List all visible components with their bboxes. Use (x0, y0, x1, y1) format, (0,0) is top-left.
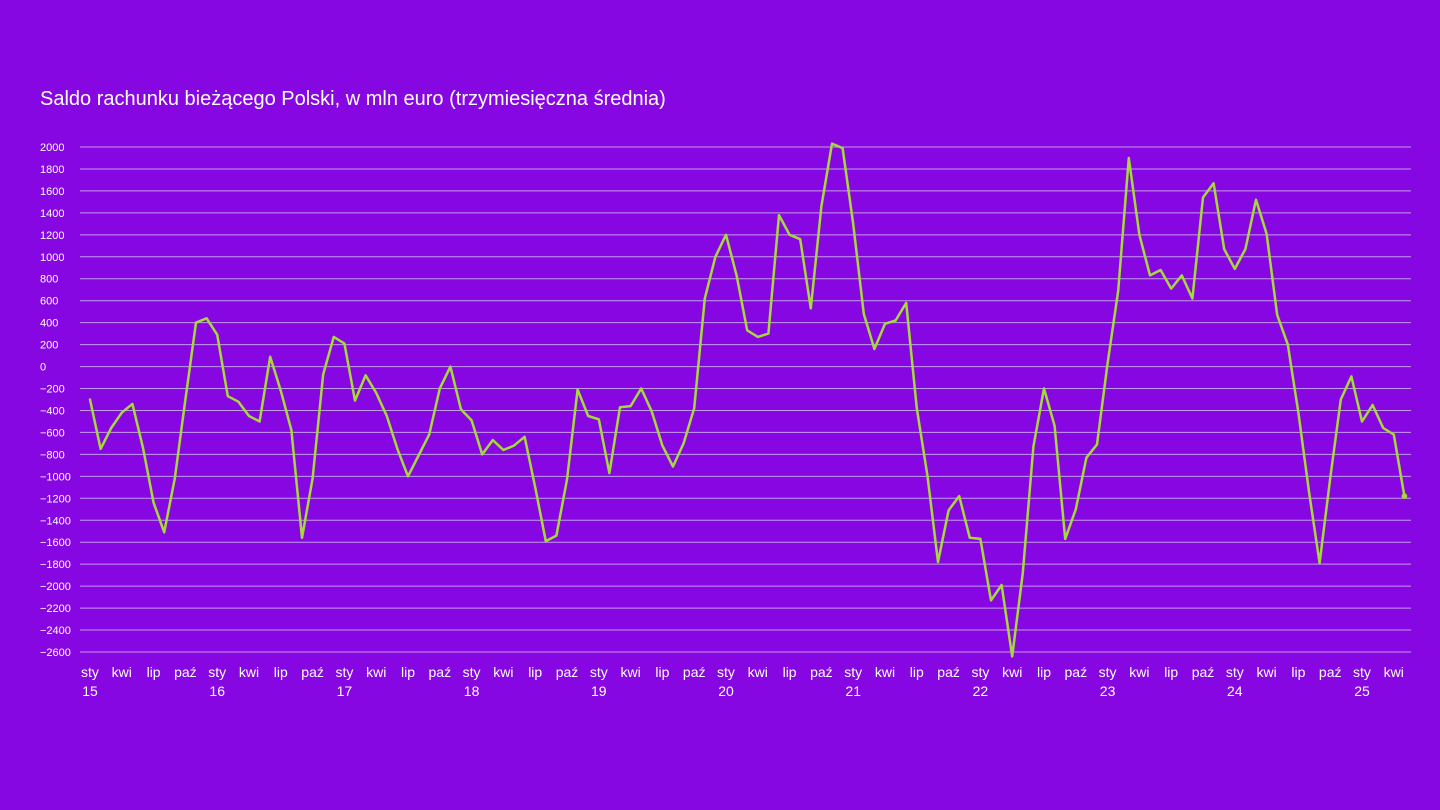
y-tick-label: −800 (40, 449, 65, 461)
x-tick-year-label: 21 (845, 683, 861, 699)
x-tick-label: paź (1319, 664, 1342, 680)
x-tick-label: lip (1291, 664, 1305, 680)
x-tick-label: sty (1353, 664, 1371, 680)
x-tick-year-label: 15 (82, 683, 98, 699)
x-tick-label: kwi (1256, 664, 1276, 680)
x-tick-label: paź (1065, 664, 1088, 680)
x-tick-label: kwi (875, 664, 895, 680)
x-tick-year-label: 23 (1100, 683, 1116, 699)
x-tick-label: paź (810, 664, 833, 680)
x-tick-label: paź (937, 664, 960, 680)
x-tick-year-label: 24 (1227, 683, 1243, 699)
x-tick-label: lip (274, 664, 288, 680)
x-tick-label: lip (655, 664, 669, 680)
x-tick-label: sty (81, 664, 99, 680)
y-tick-label: −600 (40, 427, 65, 439)
x-tick-year-label: 20 (718, 683, 734, 699)
x-tick-label: kwi (493, 664, 513, 680)
x-tick-label: lip (1164, 664, 1178, 680)
x-tick-label: kwi (1002, 664, 1022, 680)
x-tick-label: sty (971, 664, 989, 680)
x-tick-label: sty (208, 664, 226, 680)
x-tick-year-label: 22 (973, 683, 989, 699)
x-tick-label: paź (683, 664, 706, 680)
y-tick-label: −1800 (40, 559, 71, 571)
x-tick-label: paź (1192, 664, 1215, 680)
y-tick-label: −1400 (40, 515, 71, 527)
x-tick-label: paź (429, 664, 452, 680)
x-tick-label: paź (556, 664, 579, 680)
x-tick-label: kwi (1129, 664, 1149, 680)
x-tick-label: kwi (239, 664, 259, 680)
y-tick-label: −2400 (40, 625, 71, 637)
y-tick-label: 1400 (40, 208, 64, 220)
x-tick-label: lip (783, 664, 797, 680)
y-tick-label: −1200 (40, 493, 71, 505)
last-data-point (1401, 493, 1408, 499)
y-tick-label: 1000 (40, 252, 64, 264)
x-tick-label: kwi (620, 664, 640, 680)
x-tick-label: sty (717, 664, 735, 680)
x-tick-label: lip (1037, 664, 1051, 680)
x-tick-label: sty (844, 664, 862, 680)
y-axis-tick-labels: 2000180016001400120010008006004002000−20… (40, 142, 71, 659)
x-tick-label: lip (528, 664, 542, 680)
x-tick-label: sty (1099, 664, 1117, 680)
y-tick-label: 1600 (40, 186, 64, 198)
y-tick-label: 2000 (40, 142, 64, 154)
x-tick-label: kwi (366, 664, 386, 680)
x-tick-label: sty (1226, 664, 1244, 680)
x-tick-label: kwi (1384, 664, 1404, 680)
x-tick-label: lip (147, 664, 161, 680)
y-tick-label: −1600 (40, 537, 71, 549)
gridlines (80, 146, 1411, 653)
x-tick-year-label: 17 (337, 683, 353, 699)
y-tick-label: −2200 (40, 603, 71, 615)
x-tick-label: sty (463, 664, 481, 680)
x-tick-label: paź (174, 664, 197, 680)
x-tick-year-label: 16 (209, 683, 225, 699)
x-tick-year-label: 18 (464, 683, 480, 699)
x-tick-label: sty (335, 664, 353, 680)
y-tick-label: 0 (40, 362, 46, 374)
x-tick-year-label: 25 (1354, 683, 1370, 699)
y-tick-label: 1800 (40, 164, 64, 176)
y-tick-label: −2000 (40, 581, 71, 593)
x-tick-label: kwi (112, 664, 132, 680)
y-tick-label: 600 (40, 296, 58, 308)
y-tick-label: 800 (40, 274, 58, 286)
y-tick-label: −400 (40, 405, 65, 417)
x-tick-label: sty (590, 664, 608, 680)
x-tick-year-label: 19 (591, 683, 607, 699)
y-tick-label: −2600 (40, 647, 71, 659)
series-layer (88, 142, 1408, 658)
y-tick-label: −1000 (40, 471, 71, 483)
x-tick-label: lip (910, 664, 924, 680)
x-tick-label: paź (301, 664, 324, 680)
series-line (88, 142, 1406, 658)
y-tick-label: 1200 (40, 230, 64, 242)
x-tick-label: lip (401, 664, 415, 680)
x-tick-label: kwi (748, 664, 768, 680)
series-points (89, 143, 1408, 657)
y-tick-label: 400 (40, 318, 58, 330)
chart-title: Saldo rachunku bieżącego Polski, w mln e… (40, 88, 666, 110)
y-tick-label: 200 (40, 340, 58, 352)
y-tick-label: −200 (40, 384, 65, 396)
